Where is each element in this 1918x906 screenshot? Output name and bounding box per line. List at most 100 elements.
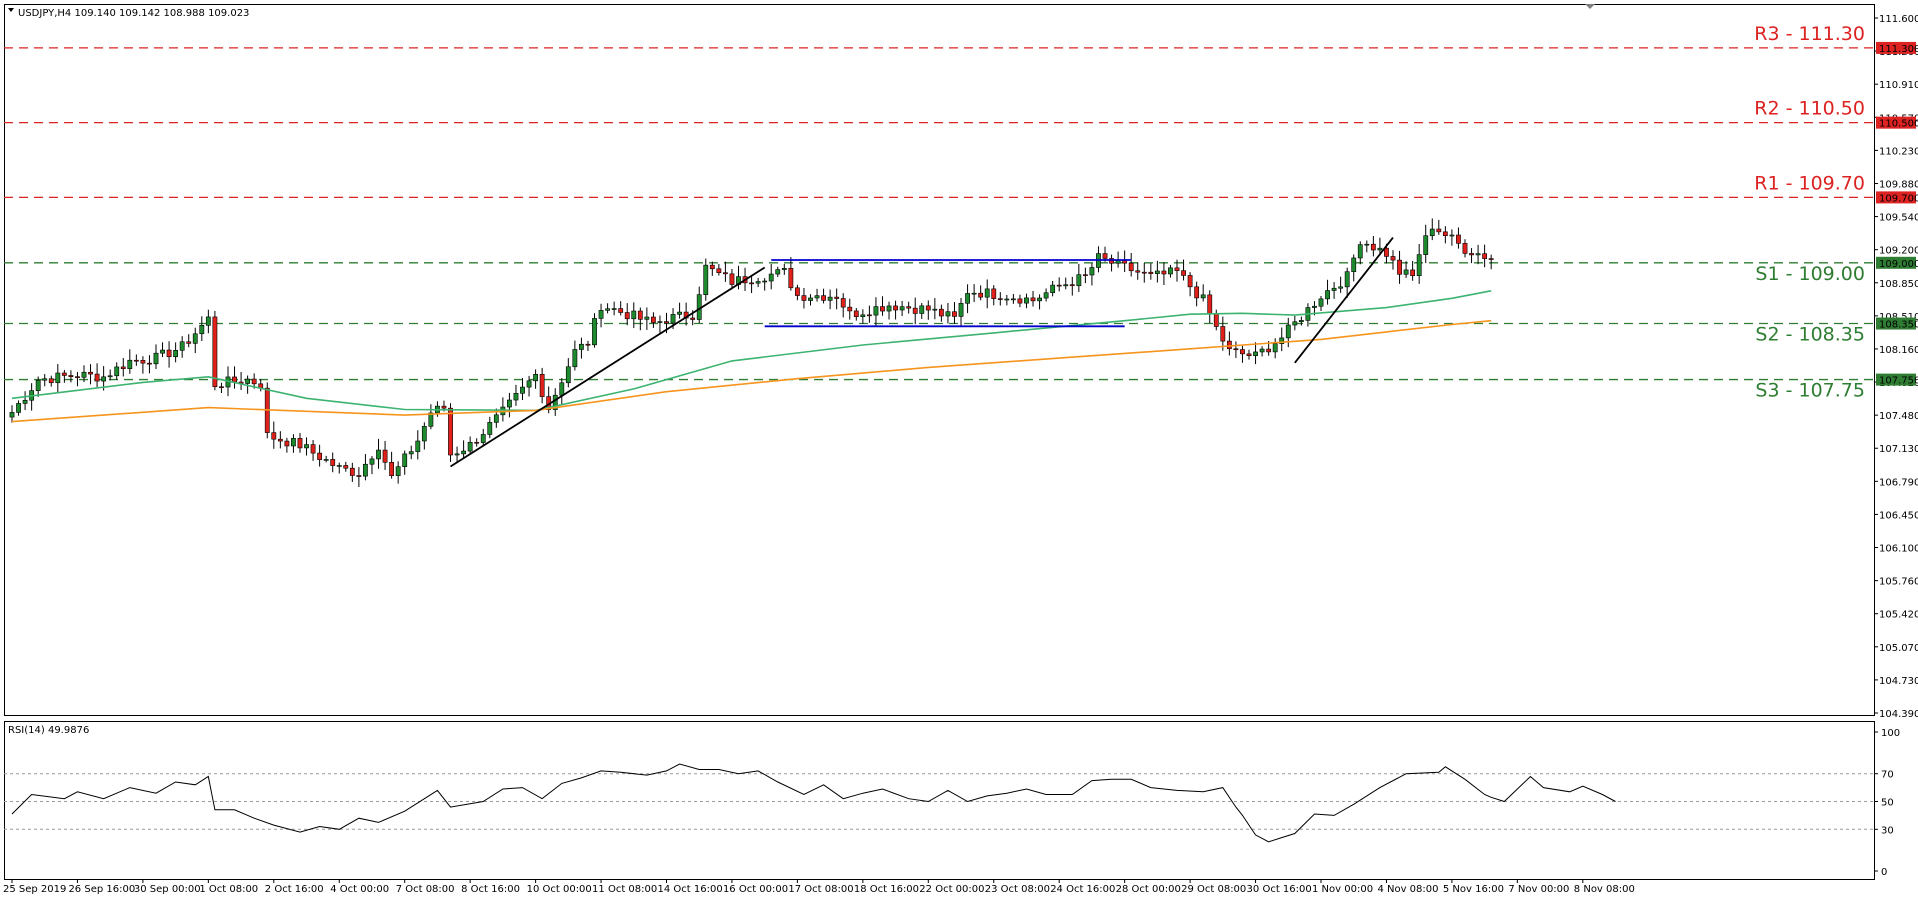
bearish-candle-body	[821, 295, 826, 301]
bullish-candle-body	[1344, 271, 1350, 288]
candle	[160, 342, 165, 358]
bearish-candle-body	[271, 432, 277, 440]
candle	[323, 455, 329, 463]
price-tag-text-s3: 107.750	[1879, 376, 1918, 387]
bullish-candle-body	[1063, 284, 1069, 287]
price-tag-r1	[1876, 191, 1916, 204]
candle	[205, 309, 211, 334]
candle	[238, 371, 244, 391]
bullish-candle-body	[827, 296, 833, 301]
candle	[952, 302, 957, 324]
candle	[840, 293, 846, 318]
bullish-candle-body	[965, 293, 970, 304]
candle	[127, 349, 133, 374]
candle	[984, 279, 990, 309]
candle	[1017, 294, 1023, 308]
bearish-candle-body	[389, 462, 395, 476]
bullish-candle-body	[304, 444, 309, 449]
bearish-candle-body	[997, 298, 1003, 300]
candle	[376, 438, 381, 469]
bullish-candle-body	[520, 386, 525, 394]
candle	[16, 400, 21, 416]
sma-slow-line	[11, 319, 1492, 423]
candle	[402, 450, 408, 475]
bullish-candle-body	[1010, 298, 1016, 301]
bullish-candle-body	[958, 302, 964, 317]
candle	[925, 300, 931, 320]
bearish-candle-body	[1246, 353, 1252, 356]
bearish-candle-body	[1017, 298, 1023, 304]
bearish-candle-body	[1462, 243, 1468, 254]
bearish-candle-body	[349, 467, 355, 476]
candle	[932, 298, 938, 320]
candle	[1037, 294, 1042, 310]
candle	[1397, 250, 1402, 284]
bullish-candle-body	[533, 374, 538, 382]
candle	[1024, 293, 1029, 309]
time-tick-label: 8 Oct 16:00	[461, 884, 520, 895]
candle	[978, 285, 984, 301]
time-tick-label: 23 Oct 08:00	[985, 884, 1050, 895]
bearish-candle-body	[1266, 348, 1272, 353]
candle	[1272, 338, 1278, 359]
candle	[997, 292, 1003, 306]
time-tick-label: 1 Nov 00:00	[1312, 884, 1373, 895]
candle	[330, 452, 336, 473]
candle	[592, 313, 597, 348]
candle	[212, 310, 218, 391]
candle	[1325, 279, 1330, 305]
bullish-candle-body	[781, 267, 787, 270]
rsi-panel-frame	[4, 721, 1875, 880]
sr-levels: R3 - 111.30 111.300 R2 - 110.50 110.500 R1 -…	[4, 23, 1918, 402]
bearish-candle-body	[343, 465, 349, 469]
trendline-1	[450, 266, 766, 468]
candle	[1181, 259, 1186, 281]
bullish-candle-body	[1154, 270, 1160, 274]
price-tick-label: 109.540	[1879, 213, 1918, 224]
time-tick-label: 14 Oct 16:00	[658, 884, 723, 895]
candle	[1004, 294, 1010, 306]
bearish-candle-body	[186, 341, 192, 344]
bearish-candle-body	[1161, 270, 1167, 275]
bullish-candle-body	[1318, 298, 1324, 307]
bearish-candle-body	[853, 310, 859, 318]
bullish-candle-body	[493, 414, 499, 423]
shift-marker-icon	[1585, 4, 1595, 9]
bearish-candle-body	[912, 307, 918, 314]
bullish-candle-body	[559, 382, 565, 396]
bullish-candle-body	[179, 341, 185, 351]
bullish-candle-body	[1429, 228, 1435, 237]
candle	[749, 276, 754, 294]
candle	[1456, 227, 1461, 249]
candle	[1298, 316, 1304, 326]
candle	[199, 316, 205, 342]
candle	[219, 382, 224, 393]
bullish-candle-body	[814, 295, 820, 299]
bullish-candle-body	[873, 306, 879, 316]
candle	[284, 437, 290, 453]
bullish-candle-body	[9, 412, 15, 418]
candle	[1200, 284, 1206, 302]
price-tick-label: 108.510	[1879, 312, 1918, 323]
candle	[1475, 244, 1481, 265]
candle	[1318, 296, 1324, 311]
time-tick-label: 22 Oct 00:00	[919, 884, 984, 895]
bullish-candle-body	[428, 412, 434, 427]
candle	[893, 300, 898, 320]
candle	[657, 315, 663, 333]
bullish-candle-body	[703, 264, 709, 296]
candle	[448, 403, 453, 462]
bullish-candle-body	[598, 310, 604, 319]
price-tag-text-s1: 109.000	[1879, 259, 1918, 270]
candle	[166, 341, 172, 368]
time-tick-label: 5 Nov 16:00	[1443, 884, 1504, 895]
candle	[971, 284, 977, 303]
candle	[428, 404, 434, 430]
bearish-candle-body	[1141, 271, 1147, 274]
candle	[61, 369, 67, 383]
bullish-candle-body	[487, 422, 493, 435]
candle	[1292, 315, 1298, 331]
bullish-candle-body	[1253, 351, 1258, 356]
